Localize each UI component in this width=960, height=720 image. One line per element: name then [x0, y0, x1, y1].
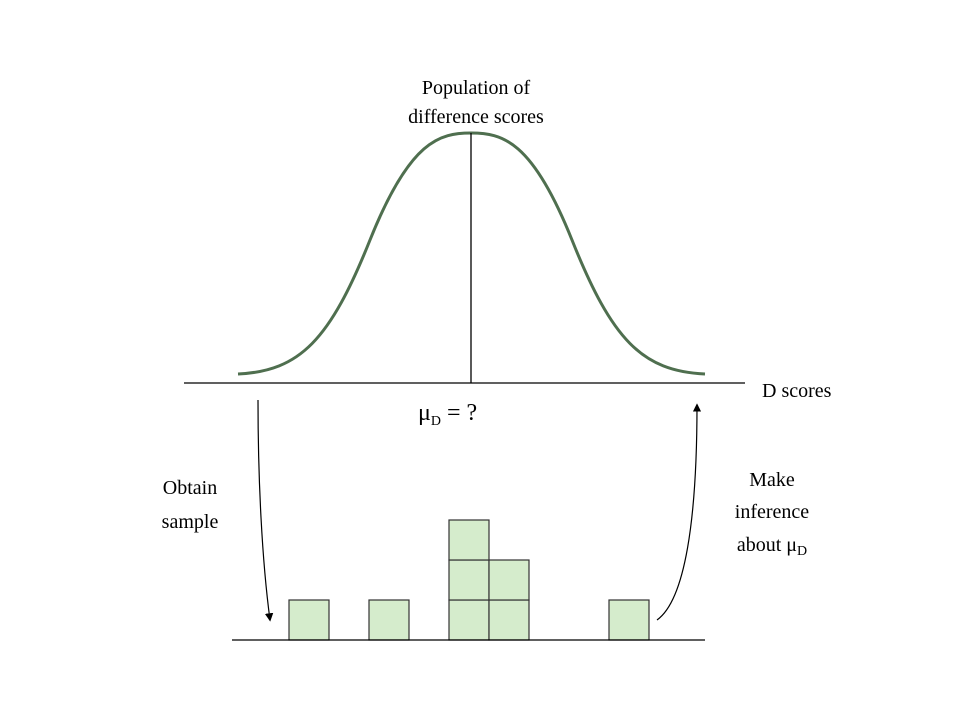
axis-label: D scores: [762, 380, 832, 402]
obtain-arrow: [257, 399, 274, 622]
label-line: sample: [162, 511, 219, 533]
subscript: D: [431, 414, 441, 429]
subscript: D: [797, 544, 807, 559]
sample-box: [488, 599, 530, 641]
label-line: about μD: [737, 534, 807, 559]
sample-box: [488, 559, 530, 601]
right-arrow-label: Make inference about μD: [735, 469, 810, 559]
inference-arrow: [656, 403, 702, 621]
sample-boxes: [288, 519, 650, 641]
sample-box: [288, 599, 330, 641]
sample-box: [608, 599, 650, 641]
sample-box: [448, 559, 490, 601]
mean-text: = ?: [447, 400, 477, 426]
sample-box: [368, 599, 410, 641]
left-arrow-label: Obtain sample: [162, 477, 219, 533]
label-line: Obtain: [163, 477, 217, 499]
sample-box: [448, 599, 490, 641]
sample-box: [448, 519, 490, 561]
label-line: Make: [749, 469, 795, 491]
population-label: Population of difference scores: [408, 77, 544, 128]
label-line: difference scores: [408, 106, 544, 128]
mean-label: μD = ?: [418, 400, 477, 429]
mu-symbol: μ: [418, 400, 431, 426]
label-line: inference: [735, 501, 810, 523]
label-text: about μ: [737, 534, 797, 556]
label-line: Population of: [422, 77, 531, 99]
